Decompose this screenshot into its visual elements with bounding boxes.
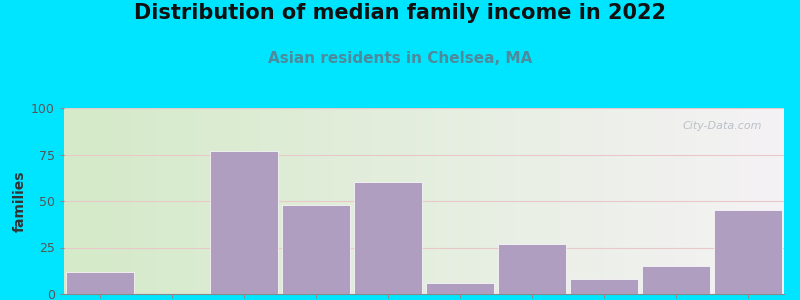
Bar — [66, 272, 134, 294]
Bar — [714, 210, 782, 294]
Bar — [498, 244, 566, 294]
Bar — [282, 205, 350, 294]
Text: Asian residents in Chelsea, MA: Asian residents in Chelsea, MA — [268, 51, 532, 66]
Text: Distribution of median family income in 2022: Distribution of median family income in … — [134, 3, 666, 23]
Bar — [642, 266, 710, 294]
Y-axis label: families: families — [13, 170, 27, 232]
Bar — [354, 182, 422, 294]
Bar — [426, 283, 494, 294]
Text: City-Data.com: City-Data.com — [683, 121, 762, 131]
Bar — [210, 151, 278, 294]
Bar — [570, 279, 638, 294]
